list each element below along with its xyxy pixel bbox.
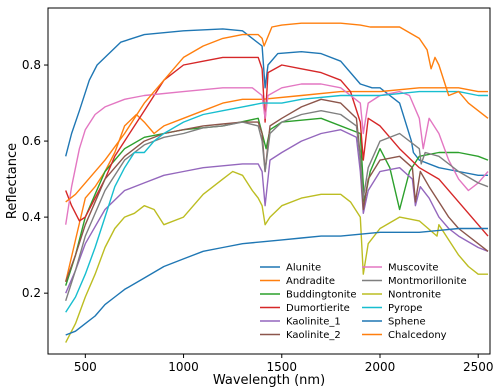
series-line-chalcedony [65,22,489,203]
legend-label-chalcedony: Chalcedony [388,330,447,341]
legend-label-buddingtonite: Buddingtonite [286,290,357,301]
x-tick-label: 1000 [168,360,199,374]
legend-label-dumortierite: Dumortierite [286,303,350,314]
x-tick-label: 1500 [266,360,297,374]
legend-label-montmorillonite: Montmorillonite [388,276,467,287]
y-tick-label: 0.8 [22,58,41,72]
series-line-kaolinite-2 [65,98,489,283]
plot-background [48,8,490,354]
legend-label-sphene: Sphene [388,317,426,328]
series-layer [65,22,489,343]
x-tick-label: 500 [74,360,97,374]
series-line-alunite [65,28,488,176]
series-line-muscovite [65,83,489,225]
series-line-montmorillonite [65,110,489,302]
legend-label-kaolinite-2: Kaolinite_2 [286,330,341,341]
legend-label-pyrope: Pyrope [388,303,422,314]
legend-label-kaolinite-1: Kaolinite_1 [286,317,341,328]
x-axis-label: Wavelength (nm) [213,373,325,387]
series-line-pyrope [65,90,488,313]
legend-label-nontronite: Nontronite [388,290,441,301]
axes-layer: 500 1000 1500 2000 2500 0.2 0.4 0.6 0.8 [22,58,494,374]
x-tick-label: 2500 [463,360,494,374]
legend: Alunite Andradite Buddingtonite Dumortierit… [260,263,467,341]
y-tick-label: 0.2 [22,286,41,300]
series-line-sphene [65,227,488,336]
series-line-dumortierite [65,56,489,237]
y-tick-label: 0.4 [22,210,41,224]
y-axis-label: Reflectance [5,143,20,219]
legend-label-muscovite: Muscovite [388,263,439,274]
series-line-kaolinite-1 [65,129,489,294]
x-tick-label: 2000 [365,360,396,374]
plot-frame [47,7,491,355]
legend-label-andradite: Andradite [286,276,335,287]
legend-label-alunite: Alunite [286,263,321,274]
y-tick-label: 0.6 [22,134,41,148]
